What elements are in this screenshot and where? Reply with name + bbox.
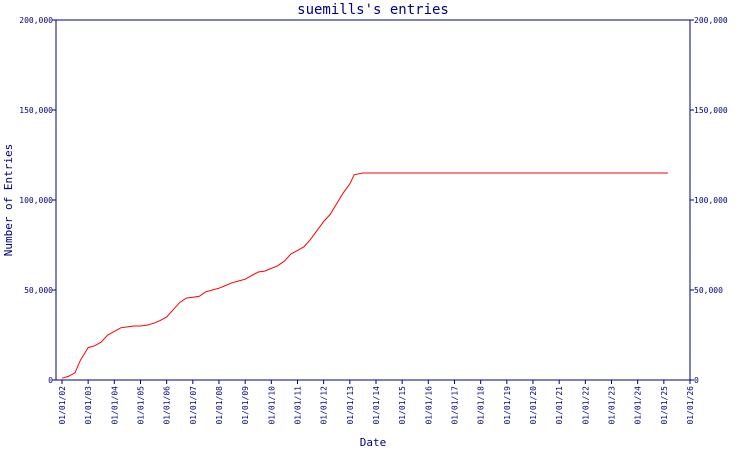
y-axis-label: Number of Entries (2, 144, 15, 257)
x-tick-label: 01/01/16 (424, 386, 433, 425)
x-axis: 01/01/02 01/01/03 01/01/04 01/01/05 01/01/06… (58, 380, 695, 425)
x-tick-label: 01/01/26 (686, 386, 695, 425)
x-tick-label: 01/01/11 (293, 386, 302, 425)
y-axis-left: 0 50,000 100,000 150,000 200,000 (19, 16, 56, 385)
x-tick-label: 01/01/18 (477, 386, 486, 425)
x-tick-label: 01/01/24 (634, 386, 643, 425)
series-group (61, 172, 669, 379)
y-tick-label-right: 150,000 (694, 106, 728, 115)
x-tick-label: 01/01/21 (555, 386, 564, 425)
x-tick-label: 01/01/09 (241, 386, 250, 425)
y-tick-label-right: 0 (694, 376, 699, 385)
x-tick-label: 01/01/23 (607, 386, 616, 425)
x-tick-label: 01/01/05 (137, 386, 146, 425)
x-tick-label: 01/01/14 (372, 386, 381, 425)
y-tick-label-right: 100,000 (694, 196, 728, 205)
y-tick-label-left: 0 (48, 376, 53, 385)
x-tick-label: 01/01/22 (581, 386, 590, 425)
x-tick-label: 01/01/17 (451, 386, 460, 425)
y-axis-right: 0 50,000 100,000 150,000 200,000 (690, 16, 728, 385)
x-tick-label: 01/01/10 (267, 386, 276, 425)
x-tick-label: 01/01/03 (84, 386, 93, 425)
y-tick-label-left: 100,000 (19, 196, 53, 205)
y-tick-label-left: 50,000 (24, 286, 53, 295)
x-tick-label: 01/01/08 (215, 386, 224, 425)
y-tick-label-right: 50,000 (694, 286, 723, 295)
x-tick-label: 01/01/02 (58, 386, 67, 425)
x-tick-label: 01/01/20 (529, 386, 538, 425)
plot-frame (55, 19, 691, 381)
x-tick-label: 01/01/15 (398, 386, 407, 425)
x-tick-label: 01/01/19 (503, 386, 512, 425)
y-tick-label-left: 150,000 (19, 106, 53, 115)
x-tick-label: 01/01/04 (110, 386, 119, 425)
x-tick-label: 01/01/06 (163, 386, 172, 425)
x-tick-label: 01/01/07 (189, 386, 198, 425)
series-line (61, 172, 669, 379)
x-tick-label: 01/01/13 (346, 386, 355, 425)
y-tick-label-right: 200,000 (694, 16, 728, 25)
y-tick-label-left: 200,000 (19, 16, 53, 25)
x-tick-label: 01/01/12 (320, 386, 329, 425)
x-axis-label: Date (360, 436, 387, 449)
x-tick-label: 01/01/25 (660, 386, 669, 425)
chart-title: suemills's entries (297, 2, 449, 18)
